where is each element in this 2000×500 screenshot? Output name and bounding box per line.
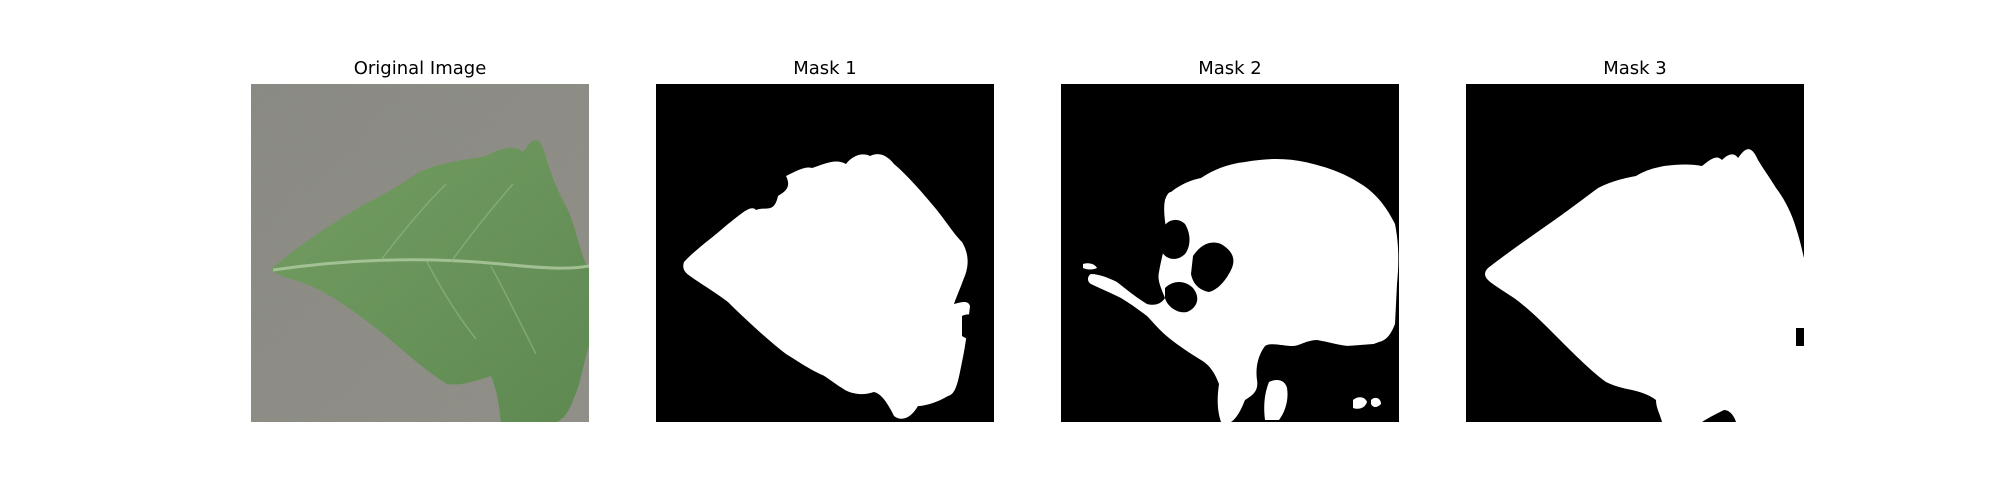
panel-title-mask-1: Mask 1 [793, 58, 857, 79]
mask-2-fragment [1083, 263, 1097, 270]
leaf-side-vein [380, 183, 537, 355]
mask-1-region [683, 154, 970, 419]
panel-title-original: Original Image [353, 58, 487, 79]
mask-2-hole [1281, 372, 1319, 422]
panel-title-mask-3: Mask 3 [1603, 58, 1667, 79]
mask-2-hole [1165, 282, 1198, 313]
mask-2-fragment [1353, 397, 1367, 409]
mask-2-fragment [1371, 397, 1381, 407]
mask-2-hole [1161, 219, 1190, 259]
mask-3-panel [1466, 84, 1804, 422]
mask-3-image [1466, 84, 1804, 422]
mask-1-notch [962, 314, 982, 344]
mask-2-hole [1191, 242, 1234, 292]
mask-2-fragment [1264, 380, 1288, 420]
leaf-shape [271, 140, 589, 422]
mask-1-image [656, 84, 994, 422]
leaf-midrib [272, 258, 589, 272]
mask-2-panel [1061, 84, 1399, 422]
leaf-photo [251, 84, 589, 422]
panel-title-mask-2: Mask 2 [1198, 58, 1262, 79]
mask-3-notch [1796, 328, 1804, 346]
mask-3-region [1485, 149, 1804, 422]
mask-2-image [1061, 84, 1399, 422]
mask-1-panel [656, 84, 994, 422]
original-image-panel [251, 84, 589, 422]
